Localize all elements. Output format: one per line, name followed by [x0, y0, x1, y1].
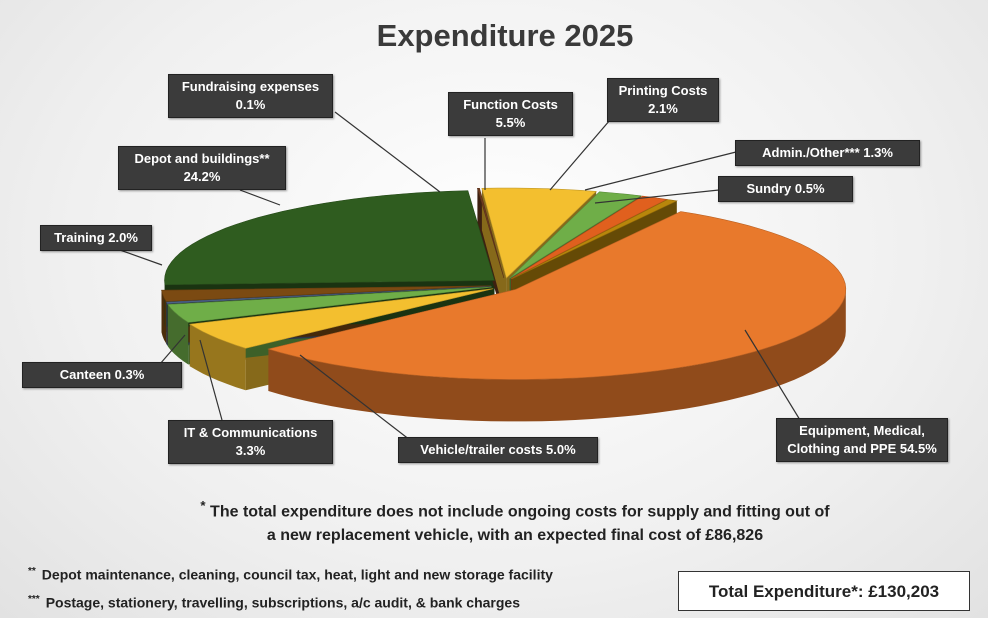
label-value: 3.3% — [235, 443, 266, 458]
leader-line — [584, 151, 737, 191]
label-name: IT & Communications — [183, 425, 318, 440]
footnote-marker: *** — [28, 594, 40, 605]
note-line: a new replacement vehicle, with an expec… — [266, 527, 764, 545]
slice — [476, 188, 505, 279]
data-label: Printing Costs 2.1% — [607, 78, 719, 122]
slice — [167, 286, 492, 323]
label-value: 2.0% — [108, 230, 138, 245]
leader-line — [119, 249, 163, 266]
note-line: The total expenditure does not include o… — [210, 503, 830, 521]
label-value: 0.1% — [235, 97, 266, 112]
label-value: 0.3% — [114, 367, 145, 382]
label-name: Function Costs — [463, 97, 558, 112]
data-label: Fundraising expenses 0.1% — [168, 74, 333, 118]
label-name: Vehicle/trailer costs — [420, 442, 543, 457]
footnote: *** Postage, stationery, travelling, subs… — [28, 594, 520, 611]
slice — [165, 286, 492, 305]
footnote-text: Postage, stationery, travelling, subscri… — [45, 594, 521, 611]
label-name: Fundraising expenses — [181, 79, 320, 94]
label-name: Canteen — [59, 367, 112, 382]
slice — [188, 288, 494, 349]
chart-title: Expenditure 2025 — [376, 18, 634, 53]
slice — [267, 211, 847, 380]
label-name: Sundry — [746, 181, 792, 196]
slice-side — [166, 302, 168, 346]
leader-line — [594, 189, 720, 204]
slice — [509, 191, 642, 279]
leader-line — [549, 119, 611, 191]
data-label: IT & Communications 3.3% — [168, 420, 333, 464]
label-name: Admin./Other*** — [762, 145, 860, 160]
label-name: Printing Costs — [618, 83, 708, 98]
data-label: Equipment, Medical, Clothing and PPE 54.… — [776, 418, 948, 462]
total-box: Total Expenditure*: £130,203 — [678, 571, 970, 611]
leader-line — [159, 334, 186, 365]
footnote: ** Depot maintenance, cleaning, council t… — [28, 566, 553, 583]
label-name: Equipment, Medical, Clothing and PPE — [787, 423, 925, 456]
label-value: 2.1% — [648, 101, 678, 116]
label-name: Training — [54, 230, 105, 245]
footnote-marker: ** — [28, 566, 36, 577]
data-label: Function Costs 5.5% — [448, 92, 573, 136]
leader-line — [744, 329, 801, 421]
footnote-text: Depot maintenance, cleaning, council tax… — [41, 566, 553, 583]
label-value: 54.5% — [899, 441, 937, 456]
leader-line — [334, 111, 441, 193]
leader-line — [199, 339, 223, 421]
slice — [481, 187, 597, 279]
label-value: 5.0% — [546, 442, 576, 457]
note: * The total expenditure does not include… — [0, 494, 988, 548]
slice — [511, 199, 678, 280]
data-label: Depot and buildings** 24.2% — [118, 146, 286, 190]
slice-side — [189, 324, 246, 391]
data-label: Training 2.0% — [40, 225, 152, 251]
leader-line — [299, 354, 411, 441]
label-value: 1.3% — [863, 145, 893, 160]
data-label: Admin./Other*** 1.3% — [735, 140, 920, 166]
slice-side — [268, 289, 846, 422]
data-label: Sundry 0.5% — [718, 176, 853, 202]
label-name: Depot and buildings** — [134, 151, 270, 166]
label-value: 24.2% — [183, 169, 221, 184]
slice — [164, 190, 495, 286]
slice-side — [161, 290, 167, 344]
data-label: Canteen 0.3% — [22, 362, 182, 388]
slice — [161, 285, 492, 302]
data-label: Vehicle/trailer costs 5.0% — [398, 437, 598, 463]
label-value: 5.5% — [495, 115, 526, 130]
slice — [510, 195, 668, 279]
leader-line — [239, 189, 281, 206]
note-marker: * — [200, 498, 206, 513]
label-value: 0.5% — [794, 181, 825, 196]
